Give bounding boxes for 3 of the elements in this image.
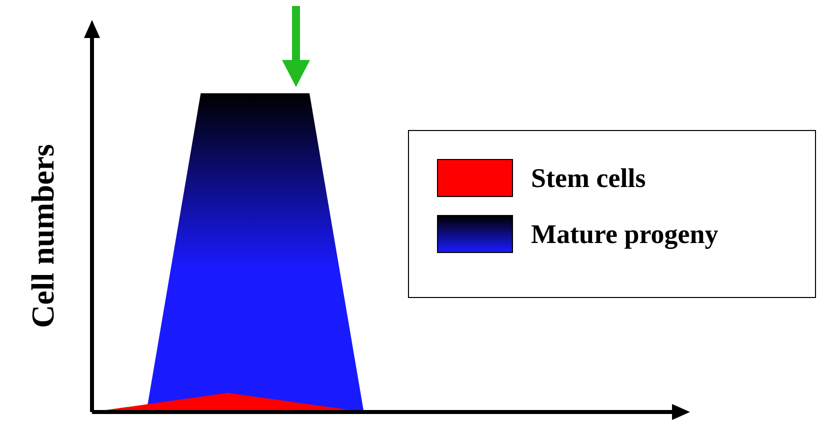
legend-label: Mature progeny — [531, 218, 718, 250]
y-axis-title: Cell numbers — [24, 144, 60, 328]
legend-label: Stem cells — [531, 162, 646, 194]
